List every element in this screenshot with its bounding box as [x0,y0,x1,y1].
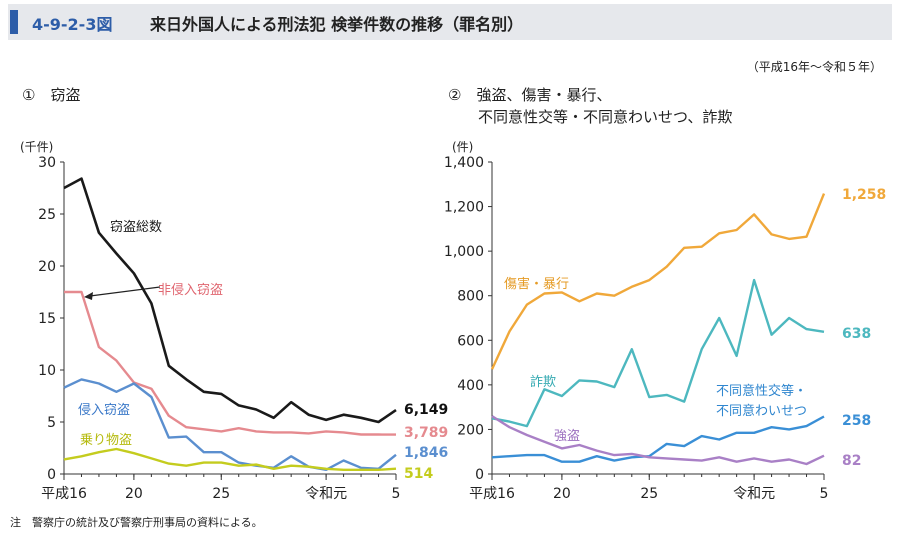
panel1-series-name-1: 非侵入窃盗 [158,282,223,298]
figure-title: 来日外国人による刑法犯 検挙件数の推移（罪名別） [150,15,524,34]
panel2-ytick-label: 200 [457,422,484,438]
panel1-xtick-label: 20 [125,486,143,502]
panel1-series-name-0: 窃盗総数 [110,219,162,235]
panel1-ytick-label: 10 [38,363,56,379]
panel1-xtick-label: 平成16 [41,486,87,502]
panel1-ytick-label: 15 [38,311,56,327]
footnote: 注 警察庁の統計及び警察庁刑事局の資料による。 [10,516,263,529]
panel1-ytick-label: 5 [47,415,56,431]
panel1-ytick-label: 0 [47,467,56,483]
panel1-series-name-2: 侵入窃盗 [78,402,130,418]
panel2-series-line-2 [491,415,825,463]
panel2-ytick-label: 600 [457,333,484,349]
panel1-title: ① 窃盗 [22,86,81,104]
panel1-series-line-3 [63,447,397,471]
panel2-end-label-0: 1,258 [842,187,886,203]
panel2-ytick-label: 1,000 [444,244,484,260]
panel2-xtick-label: 25 [640,486,658,502]
panel2-end-label-3: 82 [842,453,861,469]
panel1-series-line-1 [64,290,397,436]
panel2-ytick-label: 400 [457,378,484,394]
panel2-title: ② 強盗、傷害・暴行、 [448,86,612,104]
header-bar [8,4,892,40]
panel1-series-line-0 [63,177,397,424]
panel2-ytick-label: 800 [457,289,484,305]
panel2-xtick-label: 20 [553,486,571,502]
panel1-series-line-2 [63,378,397,471]
panel1-xtick-label: 令和元 [305,486,347,502]
panel1-pointer-arrow-line [89,286,161,297]
panel2-series-name-0: 傷害・暴行 [504,276,569,292]
panel2-xtick-label: 平成16 [469,486,515,502]
panel1-xtick-label: 25 [212,486,230,502]
panel2-ytick-label: 1,400 [444,155,484,171]
panel2-title-line2: 不同意性交等・不同意わいせつ、詐欺 [478,108,733,126]
panel1-unit-label: (千件) [20,140,54,154]
panel2-series-line-3 [491,415,825,466]
panel1-ytick-label: 30 [38,155,56,171]
panel2-ytick-label: 1,200 [444,200,484,216]
panel2-xtick-label: 令和元 [733,486,775,502]
panel2-series-name-1: 詐欺 [530,374,556,390]
figure-number: 4-9-2-3図 [32,15,113,34]
panel1-end-label-2: 1,846 [404,445,448,461]
panel1-end-label-0: 6,149 [404,402,448,418]
panel2-series-name-2-line2: 不同意わいせつ [716,403,807,419]
panel1-end-label-3: 514 [404,466,433,482]
panel2-series-line-0 [490,193,826,370]
panel2-series-name-2: 不同意性交等・ [716,383,807,399]
panel2-series-name-3: 強盗 [554,428,580,444]
panel1-end-label-1: 3,789 [404,425,448,441]
period-note: （平成16年～令和５年） [746,60,882,74]
panel1-ytick-label: 20 [38,259,56,275]
panel1-xtick-label: 5 [392,486,401,502]
panel1-pointer-arrow-head [84,292,93,300]
panel2-unit-label: (件) [452,140,474,154]
panel2-end-label-2: 258 [842,413,871,429]
header-accent-mark [10,10,18,34]
panel2-end-label-1: 638 [842,326,871,342]
panel1-series-name-3: 乗り物盗 [80,432,132,448]
panel2-xtick-label: 5 [820,486,829,502]
panel1-ytick-label: 25 [38,207,56,223]
panel2-ytick-label: 0 [475,467,484,483]
panel2-series-line-1 [491,278,825,428]
